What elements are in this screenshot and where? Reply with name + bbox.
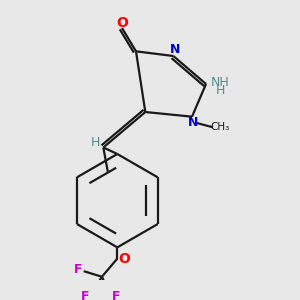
Text: H: H — [91, 136, 100, 149]
Text: CH₃: CH₃ — [210, 122, 230, 132]
Text: O: O — [118, 252, 130, 266]
Text: NH: NH — [211, 76, 230, 89]
Text: F: F — [112, 290, 120, 300]
Text: F: F — [74, 263, 82, 276]
Text: N: N — [188, 116, 199, 129]
Text: F: F — [81, 290, 89, 300]
Text: N: N — [169, 43, 180, 56]
Text: H: H — [215, 84, 225, 97]
Text: O: O — [116, 16, 128, 30]
